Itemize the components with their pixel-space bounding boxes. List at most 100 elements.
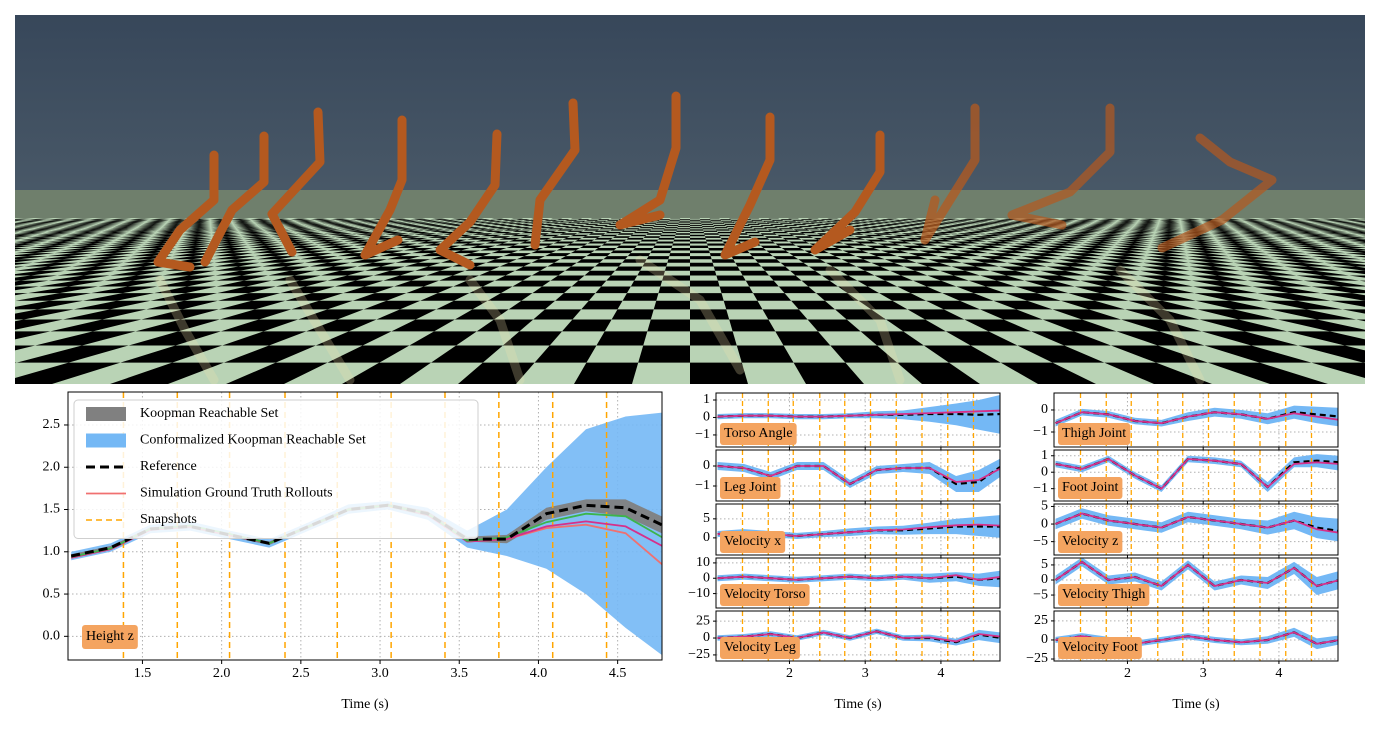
checker [951, 266, 990, 271]
checker [705, 239, 723, 242]
checker [890, 270, 928, 276]
checker [179, 239, 212, 242]
checker [1026, 229, 1050, 231]
checker [666, 225, 679, 227]
checker [143, 222, 167, 224]
checker [747, 224, 761, 226]
checker [501, 233, 522, 235]
checker [1356, 319, 1365, 322]
checker [314, 228, 337, 230]
checker [213, 250, 252, 254]
panel-label-box [720, 637, 800, 659]
checker [1228, 256, 1275, 260]
checker [215, 275, 269, 281]
checker [1126, 233, 1154, 235]
checker [1112, 224, 1135, 226]
checker [387, 256, 421, 260]
checker [1133, 226, 1157, 228]
checker [285, 293, 344, 301]
checker [1091, 223, 1113, 225]
checker [107, 228, 136, 230]
checker [1052, 262, 1095, 267]
checker [761, 266, 790, 271]
checker [1154, 233, 1183, 235]
hopper [720, 112, 775, 260]
checker [242, 236, 272, 238]
checker [1080, 228, 1105, 230]
checker [964, 319, 1032, 332]
checker [572, 220, 586, 222]
checker [487, 293, 533, 301]
checker [217, 286, 276, 294]
checker [1270, 234, 1303, 237]
checker [621, 230, 637, 232]
hopper-reflections [155, 255, 1205, 384]
checker [594, 220, 607, 222]
rollout-line [1055, 458, 1338, 490]
checker [1184, 241, 1219, 244]
checker [610, 218, 622, 220]
checker [894, 220, 910, 221]
checker [1089, 224, 1111, 226]
checker [15, 229, 30, 231]
checker [512, 230, 531, 232]
checker [0, 223, 10, 224]
checker [1337, 237, 1365, 240]
checker [1146, 253, 1188, 257]
checker [714, 227, 728, 229]
panel-label-box [720, 531, 786, 553]
checker [469, 228, 489, 230]
checker [984, 222, 1003, 224]
checker [783, 230, 800, 232]
checker [476, 319, 534, 332]
checker [1190, 270, 1244, 276]
checker [427, 236, 451, 238]
checker [383, 275, 427, 281]
panel-label-box [1058, 637, 1142, 659]
checker [1349, 241, 1365, 243]
checker [15, 237, 27, 239]
checker [43, 220, 68, 221]
checker [960, 219, 976, 221]
checker [119, 236, 152, 238]
checker [1018, 231, 1042, 234]
legend-label: Reference [140, 459, 197, 474]
hoppers [153, 91, 1277, 272]
checker [1323, 233, 1357, 235]
checker [235, 226, 259, 228]
reachable-band [717, 515, 1000, 539]
checker [101, 230, 132, 232]
checker [133, 228, 161, 230]
checker [0, 222, 14, 223]
checker [1220, 245, 1259, 248]
checker [62, 309, 147, 320]
checker [48, 275, 110, 281]
checker [0, 256, 6, 259]
checker [277, 222, 298, 224]
checker [15, 243, 42, 246]
checker [216, 280, 272, 287]
checker [295, 220, 315, 222]
checker [1082, 243, 1115, 246]
checker [251, 220, 272, 221]
checker [226, 362, 328, 384]
plot-area [1054, 558, 1338, 608]
checker [297, 221, 317, 223]
checker [807, 319, 861, 332]
y-tick-label: −5 [1033, 587, 1048, 602]
checker [82, 220, 106, 222]
checker [1217, 241, 1253, 244]
checker [1340, 219, 1364, 221]
legend-label: Snapshots [140, 512, 197, 527]
checker [690, 225, 702, 227]
checker [570, 250, 595, 254]
checker [1009, 227, 1031, 229]
checker [539, 230, 557, 232]
checker [690, 221, 701, 223]
checker [1118, 241, 1151, 244]
checker [570, 234, 589, 237]
checker [508, 220, 524, 222]
checker [987, 253, 1022, 257]
checker [961, 262, 1000, 267]
